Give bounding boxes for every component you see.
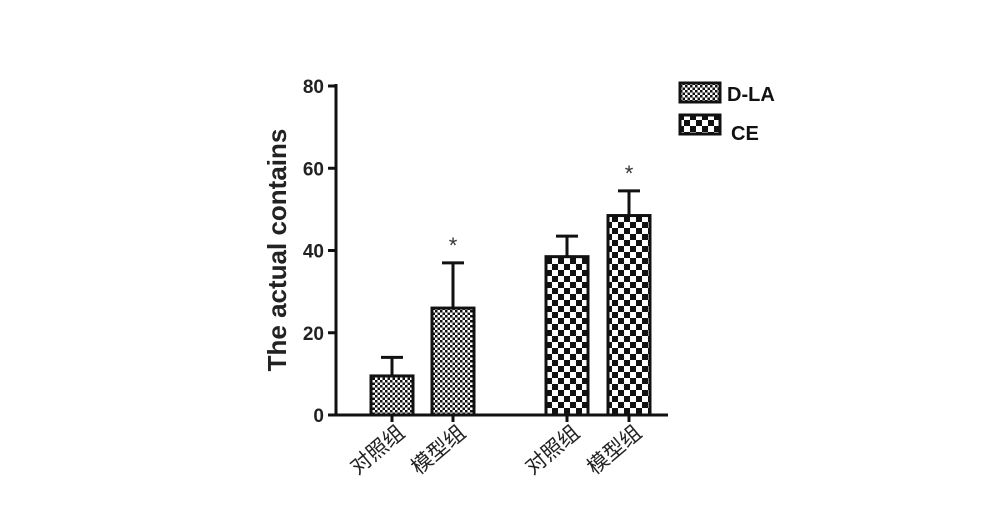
bar xyxy=(606,214,652,417)
legend-swatch-d-la xyxy=(678,81,722,104)
bar xyxy=(369,374,415,417)
legend-label-d-la: D-LA xyxy=(727,84,775,106)
bar xyxy=(544,255,590,417)
legend: D-LA CE xyxy=(678,81,775,145)
category-label: 模型组 xyxy=(407,420,471,479)
y-tick-label: 20 xyxy=(303,324,324,345)
significance-star: * xyxy=(625,161,634,186)
y-axis-label: The actual contains xyxy=(262,129,292,372)
y-tick-label: 80 xyxy=(303,77,324,98)
significance-star: * xyxy=(449,233,458,258)
y-tick-label: 60 xyxy=(303,159,324,180)
category-label: 对照组 xyxy=(521,420,585,479)
category-label: 模型组 xyxy=(583,420,647,479)
category-label: 对照组 xyxy=(346,420,410,479)
y-tick-label: 40 xyxy=(303,242,324,263)
bar xyxy=(430,306,476,417)
legend-label-ce: CE xyxy=(731,123,759,145)
legend-swatch-ce xyxy=(678,113,722,136)
y-tick-label: 0 xyxy=(313,406,324,427)
